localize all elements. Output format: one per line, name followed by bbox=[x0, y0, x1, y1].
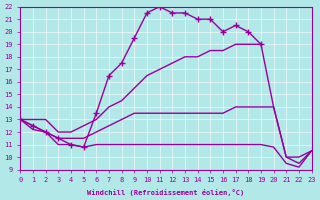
X-axis label: Windchill (Refroidissement éolien,°C): Windchill (Refroidissement éolien,°C) bbox=[87, 189, 244, 196]
